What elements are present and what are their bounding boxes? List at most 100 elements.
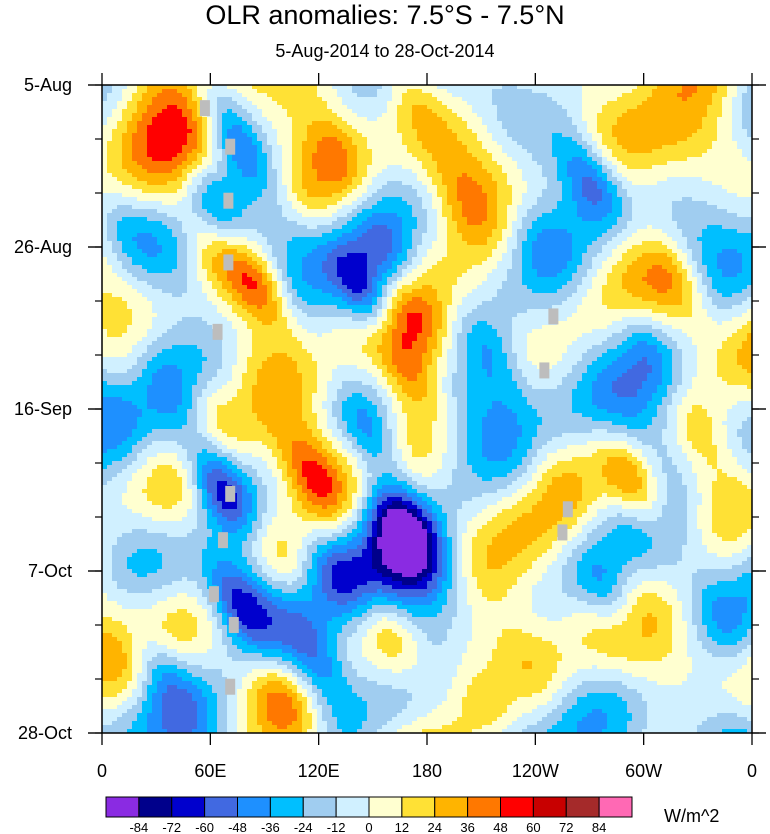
field-cell: [152, 209, 158, 214]
field-cell: [617, 185, 623, 190]
field-cell: [517, 233, 523, 238]
field-cell: [462, 129, 468, 134]
field-cell: [117, 193, 123, 198]
field-cell: [682, 233, 688, 238]
field-cell: [492, 89, 498, 94]
field-cell: [402, 109, 408, 114]
field-cell: [732, 197, 738, 202]
field-cell: [507, 161, 513, 166]
field-cell: [642, 177, 648, 182]
field-cell: [642, 161, 648, 166]
field-cell: [197, 105, 203, 110]
field-cell: [712, 201, 718, 206]
field-cell: [377, 101, 383, 106]
field-cell: [477, 165, 483, 170]
field-cell: [582, 145, 588, 150]
field-cell: [557, 145, 563, 150]
field-cell: [612, 197, 618, 202]
field-cell: [732, 141, 738, 146]
field-cell: [407, 149, 413, 154]
field-cell: [112, 229, 118, 234]
field-cell: [177, 149, 183, 154]
field-cell: [602, 133, 608, 138]
field-cell: [312, 153, 318, 158]
field-cell: [567, 85, 573, 90]
field-cell: [197, 153, 203, 158]
field-cell: [412, 149, 418, 154]
field-cell: [392, 205, 398, 210]
field-cell: [222, 157, 228, 162]
field-cell: [107, 237, 113, 242]
field-cell: [682, 125, 688, 130]
field-cell: [522, 173, 528, 178]
field-cell: [312, 193, 318, 198]
field-cell: [722, 137, 728, 142]
field-cell: [337, 177, 343, 182]
field-cell: [242, 237, 248, 242]
field-cell: [217, 97, 223, 102]
field-cell: [472, 97, 478, 102]
field-cell: [382, 225, 388, 230]
field-cell: [537, 89, 543, 94]
field-cell: [287, 225, 293, 230]
field-cell: [387, 185, 393, 190]
field-cell: [172, 113, 178, 118]
field-cell: [427, 197, 433, 202]
field-cell: [522, 169, 528, 174]
field-cell: [192, 85, 198, 90]
field-cell: [262, 121, 268, 126]
field-cell: [492, 213, 498, 218]
field-cell: [637, 113, 643, 118]
field-cell: [442, 177, 448, 182]
field-cell: [537, 177, 543, 182]
field-cell: [617, 149, 623, 154]
field-cell: [357, 165, 363, 170]
field-cell: [117, 229, 123, 234]
field-cell: [107, 85, 113, 90]
field-cell: [232, 105, 238, 110]
field-cell: [297, 169, 303, 174]
field-cell: [227, 217, 233, 222]
field-cell: [652, 133, 658, 138]
field-cell: [592, 181, 598, 186]
field-cell: [362, 125, 368, 130]
field-cell: [377, 165, 383, 170]
field-cell: [277, 113, 283, 118]
field-cell: [562, 225, 568, 230]
field-cell: [537, 85, 543, 90]
field-cell: [417, 213, 423, 218]
field-cell: [637, 109, 643, 114]
field-cell: [257, 209, 263, 214]
field-cell: [227, 185, 233, 190]
field-cell: [117, 105, 123, 110]
field-cell: [422, 169, 428, 174]
field-cell: [582, 157, 588, 162]
field-cell: [477, 117, 483, 122]
field-cell: [537, 185, 543, 190]
field-cell: [552, 129, 558, 134]
field-cell: [677, 177, 683, 182]
field-cell: [127, 193, 133, 198]
field-cell: [522, 97, 528, 102]
field-cell: [167, 181, 173, 186]
field-cell: [582, 121, 588, 126]
field-cell: [242, 161, 248, 166]
field-cell: [282, 117, 288, 122]
field-cell: [172, 93, 178, 98]
field-cell: [412, 233, 418, 238]
field-cell: [147, 129, 153, 134]
field-cell: [177, 237, 183, 242]
field-cell: [422, 189, 428, 194]
field-cell: [502, 161, 508, 166]
field-cell: [502, 185, 508, 190]
field-cell: [527, 221, 533, 226]
field-cell: [627, 149, 633, 154]
field-cell: [532, 165, 538, 170]
field-cell: [642, 165, 648, 170]
field-cell: [317, 93, 323, 98]
field-cell: [597, 177, 603, 182]
field-cell: [567, 213, 573, 218]
field-cell: [637, 221, 643, 226]
field-cell: [392, 201, 398, 206]
field-cell: [367, 125, 373, 130]
